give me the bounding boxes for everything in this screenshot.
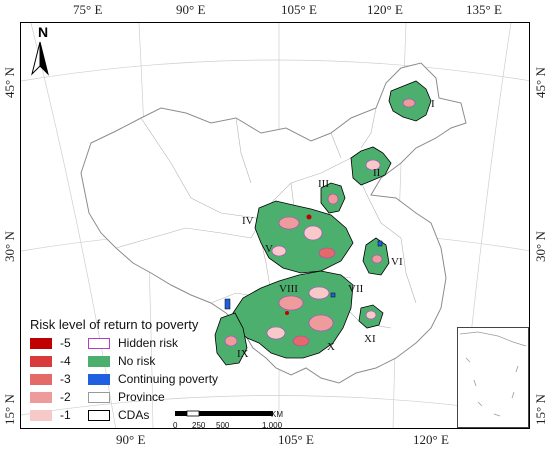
- legend-level-row: -4: [30, 354, 71, 368]
- map-canvas: [21, 23, 529, 428]
- legend-item-row: No risk: [88, 354, 155, 368]
- lat-label-right: 30° N: [533, 231, 548, 262]
- lon-label-bottom: 90° E: [116, 432, 146, 447]
- legend-swatch: [30, 373, 52, 385]
- lat-label-left: 45° N: [2, 67, 17, 98]
- lon-label-top: 90° E: [176, 2, 206, 17]
- legend-swatch: [30, 409, 52, 421]
- lon-label-top: 135° E: [466, 2, 502, 17]
- inset-map: [459, 331, 527, 417]
- legend-item-row: Continuing poverty: [88, 372, 218, 386]
- legend-level-row: -1: [30, 408, 71, 422]
- high-risk-spots: [285, 214, 312, 315]
- continuing-poverty-patches: [224, 240, 383, 310]
- legend-swatch: [88, 391, 110, 403]
- legend-item-label: CDAs: [118, 408, 150, 422]
- legend-swatch: [88, 337, 110, 349]
- legend-level-row: -3: [30, 372, 71, 386]
- legend-title: Risk level of return to poverty: [30, 317, 199, 332]
- scale-bar: [175, 410, 273, 417]
- north-arrow-icon: [31, 41, 49, 76]
- legend-level-label: -5: [60, 336, 71, 350]
- legend-swatch: [30, 337, 52, 349]
- legend-item-label: No risk: [118, 354, 156, 368]
- south-china-sea-inset: [457, 327, 529, 428]
- legend-swatch: [88, 373, 110, 385]
- legend-level-row: -2: [30, 390, 71, 404]
- legend-swatch: [88, 355, 110, 367]
- legend-swatch: [30, 391, 52, 403]
- region-label: IV: [242, 215, 254, 227]
- lon-label-top: 105° E: [281, 2, 317, 17]
- legend-item-label: Hidden risk: [118, 336, 179, 350]
- legend-level-label: -2: [60, 390, 71, 404]
- legend-item-row: Hidden risk: [88, 336, 178, 350]
- region-label: X: [327, 341, 335, 353]
- lon-label-top: 120° E: [367, 2, 403, 17]
- graticule: [21, 23, 529, 428]
- lat-label-right: 15° N: [533, 394, 548, 425]
- legend-item-label: Province: [118, 390, 165, 404]
- legend-level-label: -3: [60, 372, 71, 386]
- legend-item-row: Province: [88, 390, 165, 404]
- scale-tick-label: 0: [173, 421, 178, 430]
- region-label: I: [431, 98, 435, 110]
- lon-label-bottom: 120° E: [413, 432, 449, 447]
- legend-item-label: Continuing poverty: [118, 372, 219, 386]
- scale-tick-label: 500: [216, 421, 230, 430]
- lat-label-left: 15° N: [2, 394, 17, 425]
- risk-mottling: [224, 98, 416, 347]
- legend-swatch: [88, 409, 110, 421]
- legend-level-row: -5: [30, 336, 71, 350]
- region-label: XI: [364, 333, 376, 345]
- scale-tick-label: 250: [192, 421, 206, 430]
- region-label: V: [265, 243, 273, 255]
- region-label: VII: [348, 283, 364, 295]
- legend-swatch: [30, 355, 52, 367]
- region-label: VIII: [279, 283, 298, 295]
- lat-label-left: 30° N: [2, 231, 17, 262]
- legend-level-label: -4: [60, 354, 71, 368]
- region-label: VI: [391, 256, 403, 268]
- lon-label-bottom: 105° E: [278, 432, 314, 447]
- region-label: III: [318, 178, 329, 190]
- legend-level-label: -1: [60, 408, 71, 422]
- lon-label-top: 75° E: [73, 2, 103, 17]
- scale-tick-label: 1,000: [262, 421, 283, 430]
- scale-unit: KM: [271, 410, 283, 419]
- north-label: N: [38, 24, 49, 40]
- region-label: II: [373, 167, 381, 179]
- legend-item-row: CDAs: [88, 408, 149, 422]
- lat-label-right: 45° N: [533, 67, 548, 98]
- region-label: IX: [237, 348, 249, 360]
